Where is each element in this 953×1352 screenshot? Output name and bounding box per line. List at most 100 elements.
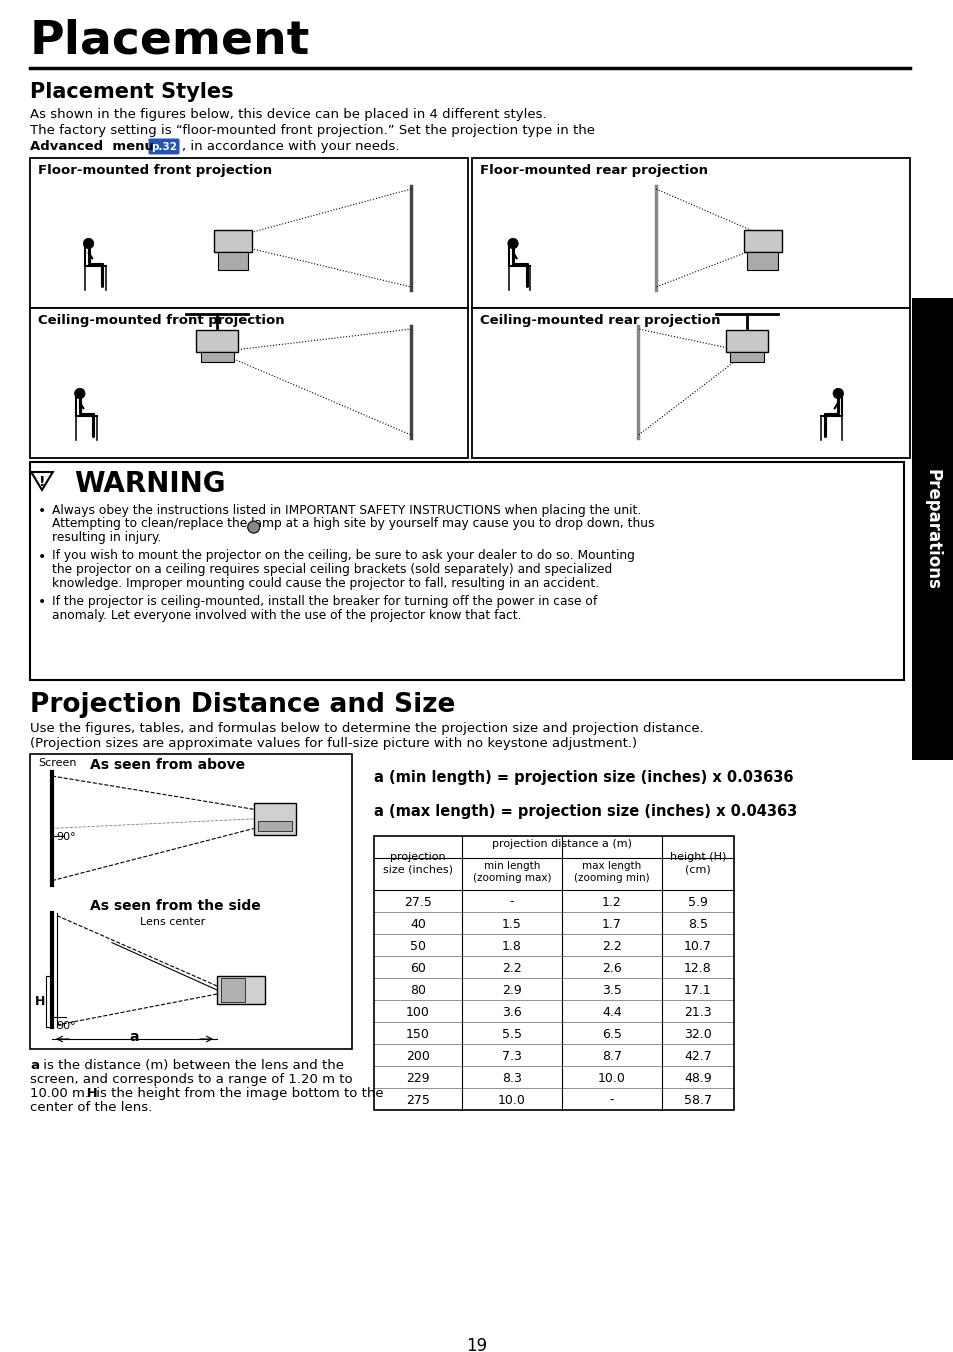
Text: Lens center: Lens center [140,917,205,926]
Text: height (H)
(cm): height (H) (cm) [669,852,725,875]
Text: 90°: 90° [56,1021,75,1032]
Bar [217,251,248,270]
Text: a: a [30,1059,39,1072]
Text: H: H [82,1087,97,1101]
Bar [725,330,767,352]
Bar [746,251,777,270]
Text: a: a [130,1030,139,1044]
Text: 17.1: 17.1 [683,983,711,996]
Text: 8.5: 8.5 [687,918,707,930]
Bar [30,158,468,308]
Text: WARNING: WARNING [74,470,225,498]
Text: max length
(zooming min): max length (zooming min) [574,861,649,883]
Text: min length
(zooming max): min length (zooming max) [473,861,551,883]
Text: 2.2: 2.2 [501,961,521,975]
Bar [30,462,903,680]
FancyBboxPatch shape [149,138,179,154]
Text: 90°: 90° [56,831,75,842]
Text: 27.5: 27.5 [404,895,432,909]
Text: As seen from above: As seen from above [90,758,245,772]
Text: 58.7: 58.7 [683,1094,711,1106]
Text: Projection Distance and Size: Projection Distance and Size [30,692,455,718]
Text: screen, and corresponds to a range of 1.20 m to: screen, and corresponds to a range of 1.… [30,1073,353,1086]
Text: 48.9: 48.9 [683,1072,711,1084]
Text: projection distance a (m): projection distance a (m) [492,840,631,849]
Text: 100: 100 [406,1006,430,1018]
Bar [200,352,234,362]
Text: p.32: p.32 [151,142,177,153]
Text: As seen from the side: As seen from the side [90,899,260,913]
Text: 3.5: 3.5 [601,983,621,996]
Text: Screen: Screen [38,758,76,768]
Text: 19: 19 [466,1337,487,1352]
Circle shape [248,521,259,533]
Text: 10.0: 10.0 [598,1072,625,1084]
Bar [30,754,352,1049]
Text: Placement Styles: Placement Styles [30,82,233,101]
Text: 6.5: 6.5 [601,1028,621,1041]
Text: Advanced  menu: Advanced menu [30,141,153,153]
Text: 10.00 m.: 10.00 m. [30,1087,89,1101]
Text: •: • [38,549,46,564]
Text: 3.6: 3.6 [501,1006,521,1018]
Polygon shape [31,472,52,489]
Bar [729,352,763,362]
Text: projection
size (inches): projection size (inches) [382,852,453,875]
Text: The factory setting is “floor-mounted front projection.” Set the projection type: The factory setting is “floor-mounted fr… [30,124,595,137]
Bar [911,297,953,760]
Text: •: • [38,595,46,608]
Text: 1.5: 1.5 [501,918,521,930]
Text: Ceiling-mounted rear projection: Ceiling-mounted rear projection [479,314,720,327]
Text: , in accordance with your needs.: , in accordance with your needs. [182,141,399,153]
Text: 12.8: 12.8 [683,961,711,975]
Text: Attempting to clean/replace the lamp at a high site by yourself may cause you to: Attempting to clean/replace the lamp at … [52,518,654,530]
Text: 40: 40 [410,918,425,930]
Text: 275: 275 [406,1094,430,1106]
Text: 80: 80 [410,983,426,996]
Circle shape [507,238,517,249]
Text: 229: 229 [406,1072,430,1084]
Text: 1.2: 1.2 [601,895,621,909]
Text: Use the figures, tables, and formulas below to determine the projection size and: Use the figures, tables, and formulas be… [30,722,703,735]
Text: 5.9: 5.9 [687,895,707,909]
Text: a (min length) = projection size (inches) x 0.03636: a (min length) = projection size (inches… [374,771,793,786]
Bar [257,821,292,831]
Text: 4.4: 4.4 [601,1006,621,1018]
Text: (Projection sizes are approximate values for full-size picture with no keystone : (Projection sizes are approximate values… [30,737,637,750]
Text: 5.5: 5.5 [501,1028,521,1041]
Text: 50: 50 [410,940,426,953]
Text: is the distance (m) between the lens and the: is the distance (m) between the lens and… [39,1059,344,1072]
Text: 10.7: 10.7 [683,940,711,953]
Text: 150: 150 [406,1028,430,1041]
Bar [30,308,468,458]
Text: the projector on a ceiling requires special ceiling brackets (sold separately) a: the projector on a ceiling requires spec… [52,562,612,576]
Text: 1.7: 1.7 [601,918,621,930]
Bar [196,330,238,352]
Text: 10.0: 10.0 [497,1094,525,1106]
Text: Ceiling-mounted front projection: Ceiling-mounted front projection [38,314,284,327]
Text: 32.0: 32.0 [683,1028,711,1041]
Text: 2.6: 2.6 [601,961,621,975]
Bar [253,803,295,836]
Text: is the height from the image bottom to the: is the height from the image bottom to t… [91,1087,383,1101]
Bar [221,977,245,1002]
Circle shape [74,388,85,399]
Text: -: - [609,1094,614,1106]
Text: 42.7: 42.7 [683,1049,711,1063]
Bar [472,158,909,308]
Text: 7.3: 7.3 [501,1049,521,1063]
Text: 2.9: 2.9 [501,983,521,996]
Text: !: ! [39,475,45,489]
Bar [213,230,252,251]
Text: As shown in the figures below, this device can be placed in 4 different styles.: As shown in the figures below, this devi… [30,108,546,120]
Circle shape [832,388,842,399]
Text: Floor-mounted rear projection: Floor-mounted rear projection [479,164,707,177]
Text: 21.3: 21.3 [683,1006,711,1018]
Text: If you wish to mount the projector on the ceiling, be sure to ask your dealer to: If you wish to mount the projector on th… [52,549,634,562]
Text: H: H [34,995,45,1007]
Text: 2.2: 2.2 [601,940,621,953]
Text: anomaly. Let everyone involved with the use of the projector know that fact.: anomaly. Let everyone involved with the … [52,608,521,622]
Text: a (max length) = projection size (inches) x 0.04363: a (max length) = projection size (inches… [374,804,797,819]
Text: 8.3: 8.3 [501,1072,521,1084]
Text: Placement: Placement [30,18,310,64]
